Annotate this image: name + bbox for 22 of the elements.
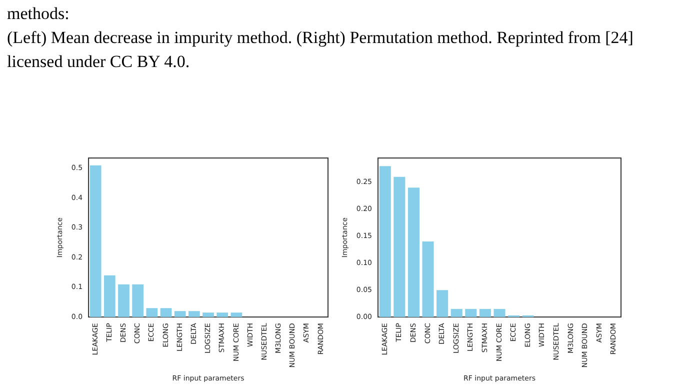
bar: [450, 308, 462, 318]
bar: [174, 311, 186, 318]
bar: [465, 308, 477, 318]
bar: [379, 166, 391, 318]
bar: [394, 176, 406, 318]
bar: [216, 312, 228, 318]
bar: [118, 284, 130, 318]
bar: [494, 308, 506, 318]
bar: [132, 284, 144, 318]
bar: [160, 308, 172, 318]
text: methods:: [7, 3, 70, 25]
bar: [479, 308, 491, 318]
bar: [422, 242, 434, 318]
bar: [90, 165, 102, 318]
bar: [408, 188, 420, 318]
bar: [104, 275, 116, 318]
bar: [202, 312, 214, 318]
bar: [436, 290, 448, 318]
text: (Left) Mean decrease in impurity method. (Right) Permutation method. Reprinted from [24] licensed under CC BY 4.0.: [7, 27, 634, 73]
bar: [230, 312, 242, 318]
bar: [146, 308, 158, 318]
bar: [188, 311, 200, 318]
